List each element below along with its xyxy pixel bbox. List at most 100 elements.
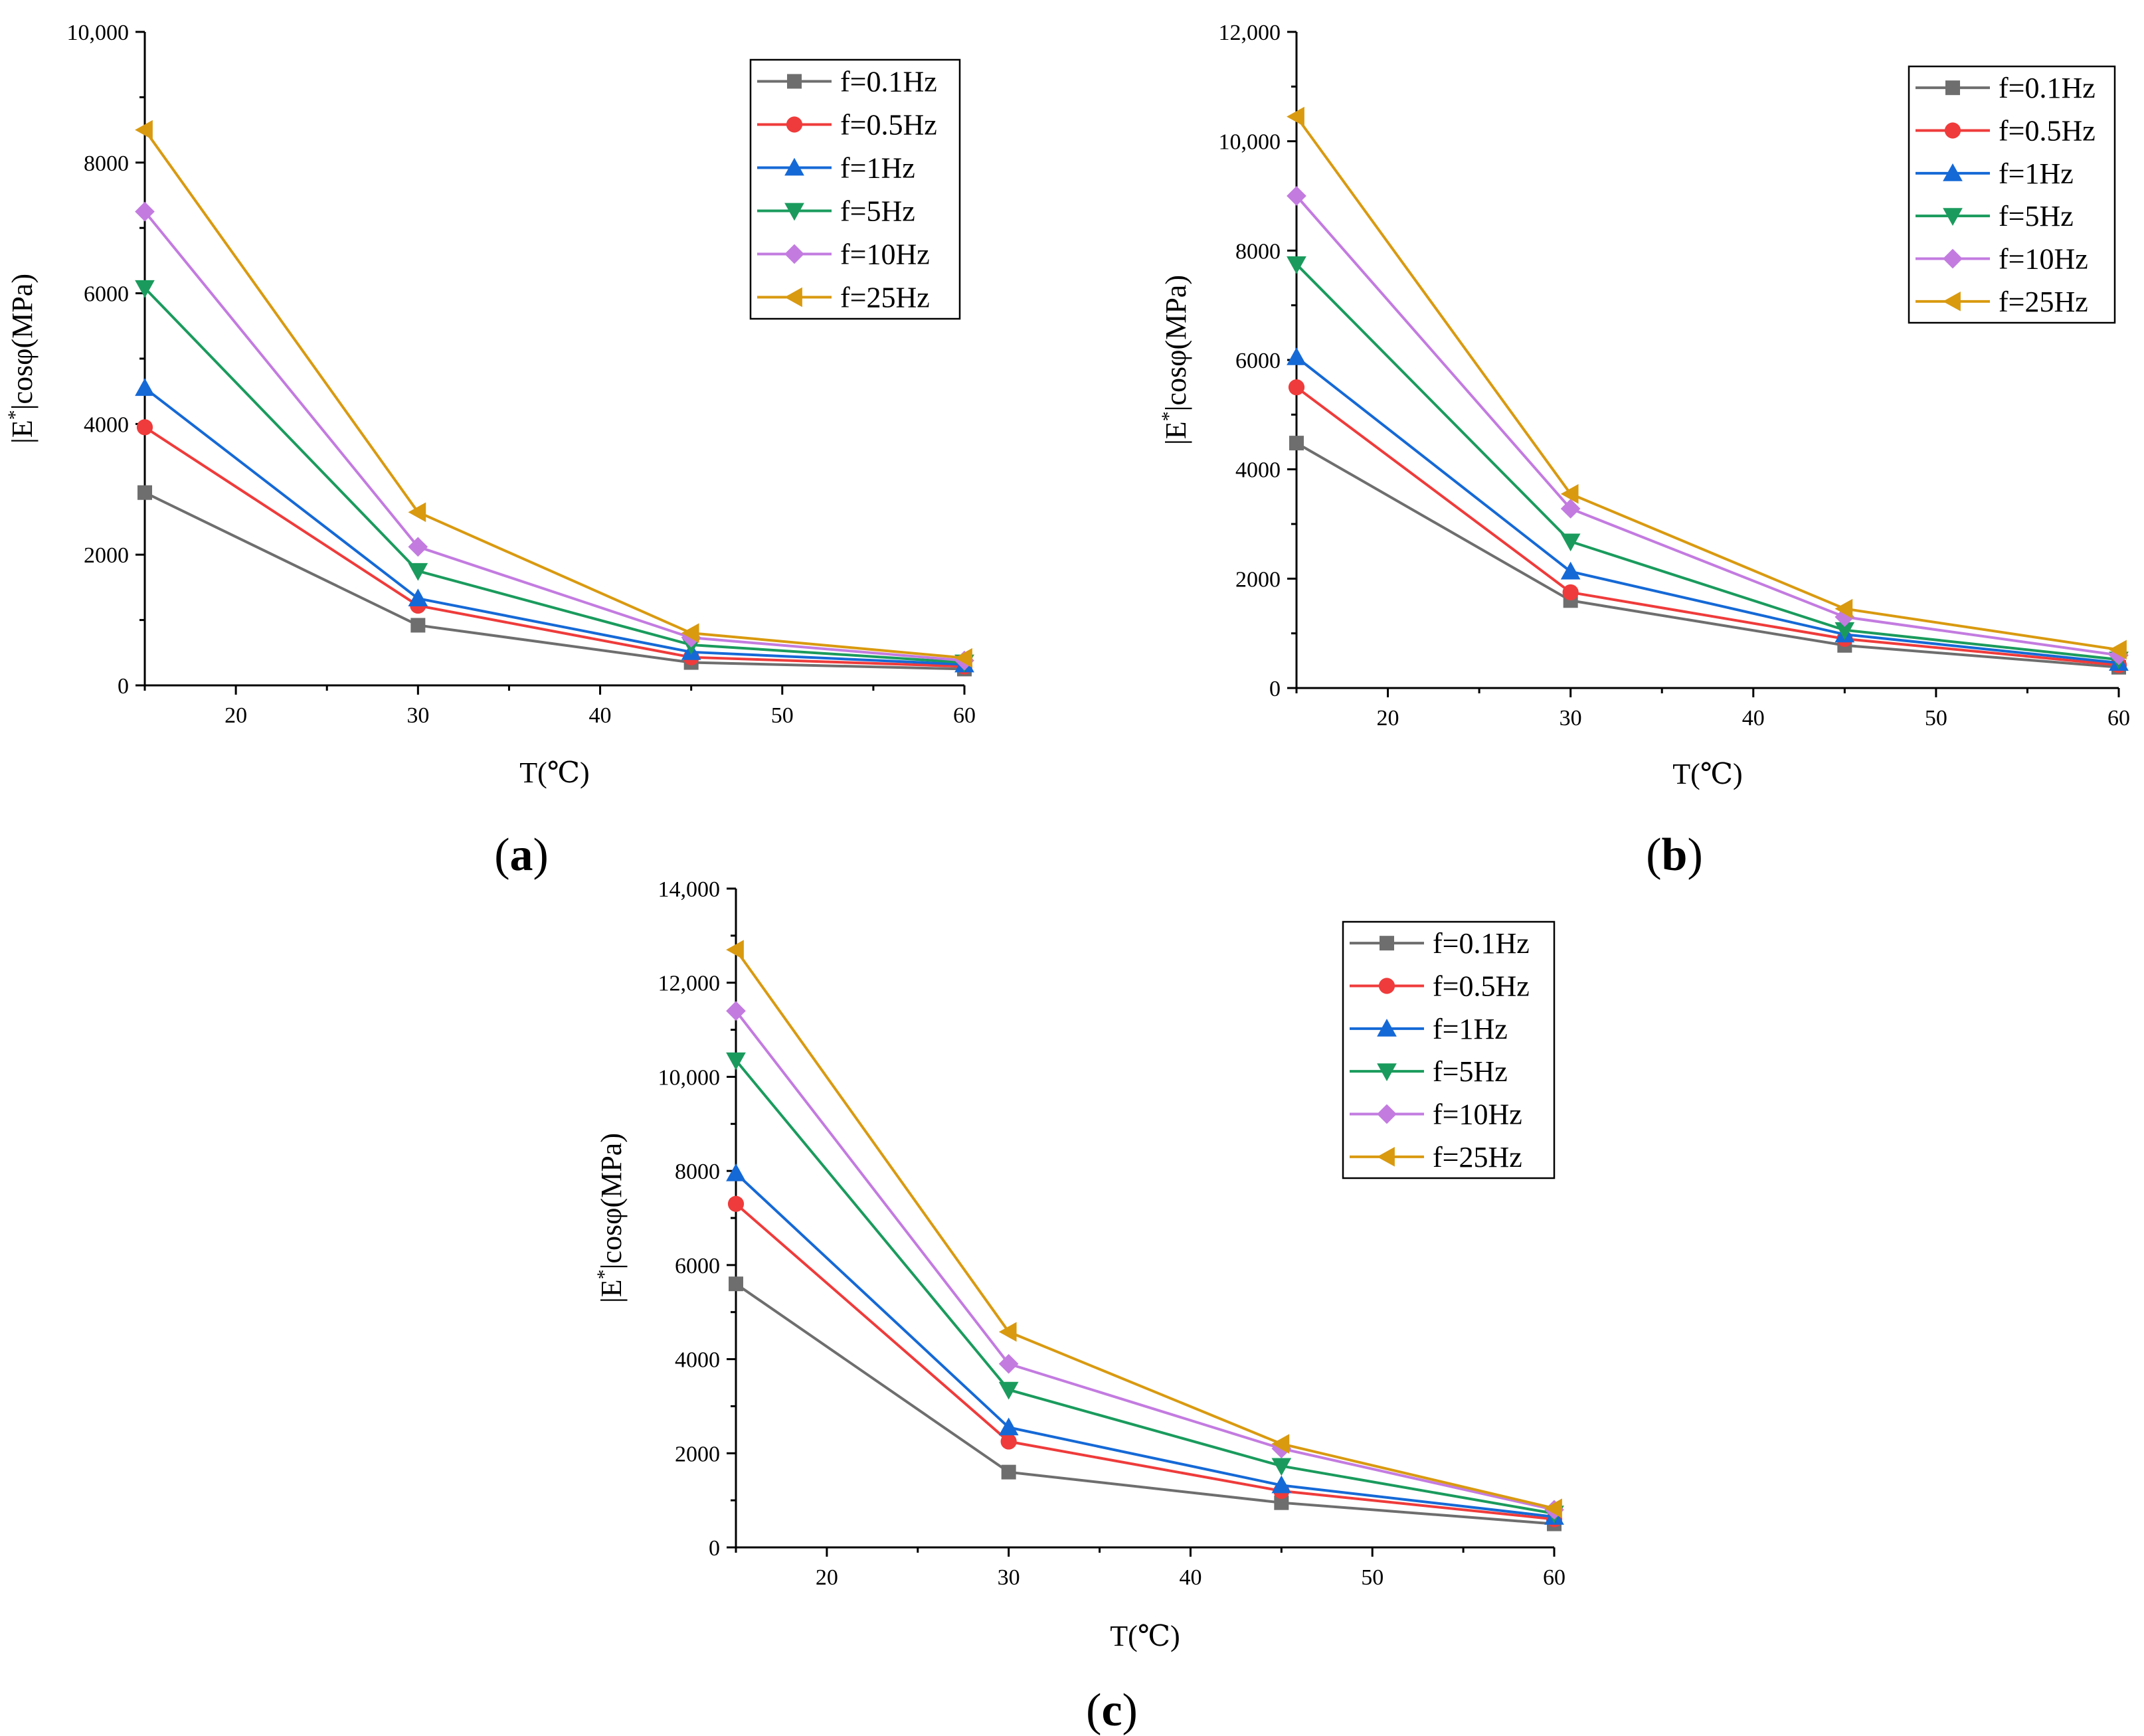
y-tick-label: 6000 [84,282,129,307]
legend-marker [1943,291,1961,311]
legend-box [1908,65,2116,324]
legend-marker [1944,122,1961,139]
data-point-f=25Hz [1271,1434,1290,1454]
y-tick-label: 10,000 [67,21,130,45]
data-point-f=10Hz [726,1001,746,1021]
series-line-f=10Hz [735,1010,1555,1512]
data-point-f=10Hz [1287,186,1306,206]
y-tick-label: 4000 [1235,458,1281,483]
panel-label: (b) [1646,829,1703,881]
y-tick-label: 6000 [675,1254,720,1278]
data-point-f=5Hz [408,563,428,581]
data-point-f=1Hz [408,588,428,607]
series-line-f=0.1Hz [144,491,965,671]
series-line-f=1Hz [1295,356,2119,665]
x-tick-label: 30 [406,703,429,728]
data-point-f=1Hz [135,378,155,396]
data-point-f=0.1Hz [410,618,426,633]
data-point-f=25Hz [1287,106,1304,127]
legend-label: f=1Hz [840,152,915,185]
legend-label: f=0.5Hz [840,109,937,141]
legend-box [1342,920,1556,1179]
legend-marker [1378,978,1395,994]
series-line-f=10Hz [143,211,965,662]
y-tick-label: 0 [709,1536,720,1561]
data-point-f=1Hz [1287,347,1306,365]
series-line-f=1Hz [735,1172,1555,1518]
data-point-f=0.5Hz [1288,379,1305,396]
legend-label: f=1Hz [1999,157,2074,190]
panel-label: (c) [1086,1685,1138,1736]
data-point-f=25Hz [1544,1498,1562,1519]
series-line-f=10Hz [1295,195,2119,657]
data-point-f=10Hz [408,537,428,557]
y-tick-label: 4000 [84,412,129,437]
series-line-f=25Hz [1295,116,2119,651]
chart-panel-c: 0 2000 4000 6000 8000 10,000 12,000 14,000 20 30 4… [593,877,1565,1736]
y-tick-label: 2000 [84,543,129,568]
data-point-f=25Hz [954,648,972,668]
data-point-f=1Hz [1271,1475,1292,1494]
legend-marker [784,287,802,307]
data-point-f=5Hz [1560,533,1581,552]
legend-label: f=0.1Hz [1433,927,1530,960]
legend-marker [786,116,803,133]
data-point-f=0.5Hz [1000,1433,1017,1450]
x-axis-title: T(℃) [1672,758,1742,790]
series-line-f=25Hz [143,129,965,659]
legend-label: f=25Hz [840,282,930,314]
legend-marker [784,157,804,176]
x-tick-label: 20 [1377,706,1399,731]
panel-label: (a) [494,829,549,881]
legend-label: f=0.1Hz [840,66,937,98]
series-line-f=5Hz [735,1059,1555,1515]
data-point-f=5Hz [1287,256,1306,274]
data-point-f=10Hz [135,201,155,222]
series-line-f=0.1Hz [735,1282,1555,1525]
legend-label: f=25Hz [1999,286,2088,318]
data-point-f=10Hz [998,1353,1019,1374]
data-point-f=1Hz [726,1163,746,1181]
series-line-f=5Hz [1295,263,2119,661]
data-point-f=25Hz [135,120,153,140]
y-tick-label: 0 [1269,677,1281,701]
legend-label: f=5Hz [1433,1055,1508,1088]
y-axis-title: |E*|cosφ(MPa) [593,1133,628,1303]
data-point-f=10Hz [1560,499,1581,519]
y-tick-label: 12,000 [658,972,721,996]
series-line-f=0.5Hz [143,426,965,668]
legend-label: f=10Hz [1999,243,2088,276]
data-point-f=5Hz [726,1052,746,1071]
legend-marker [787,74,802,89]
data-point-f=5Hz [135,280,155,298]
y-tick-label: 2000 [1235,567,1281,592]
legend-marker [1377,1146,1395,1167]
legend-label: f=10Hz [1433,1098,1522,1131]
data-point-f=25Hz [408,502,426,523]
data-point-f=0.5Hz [1562,584,1579,601]
series-line-f=1Hz [143,387,965,666]
data-point-f=0.1Hz [1274,1495,1289,1510]
legend-marker [1945,80,1960,96]
y-tick-label: 8000 [1235,239,1281,264]
legend-marker [1377,1104,1397,1124]
data-point-f=5Hz [1271,1458,1292,1476]
data-point-f=0.5Hz [727,1195,745,1212]
data-point-f=25Hz [681,623,699,644]
legend-box [749,58,961,320]
y-tick-label: 6000 [1235,349,1281,373]
data-point-f=1Hz [1560,561,1581,580]
data-point-f=0.1Hz [1001,1464,1016,1480]
legend-marker [1943,208,1963,226]
x-tick-label: 50 [1361,1565,1384,1590]
data-point-f=10Hz [1834,607,1855,627]
series-line-f=0.5Hz [735,1203,1555,1521]
data-point-f=0.1Hz [137,485,152,500]
data-point-f=0.1Hz [729,1276,743,1292]
x-tick-label: 50 [771,703,794,728]
y-axis-title: |E*|cosφ(MPa) [1158,275,1192,445]
legend-marker [784,203,804,221]
x-tick-label: 30 [1560,706,1582,731]
series-line-f=0.1Hz [1296,442,2119,669]
y-tick-label: 14,000 [658,877,721,902]
